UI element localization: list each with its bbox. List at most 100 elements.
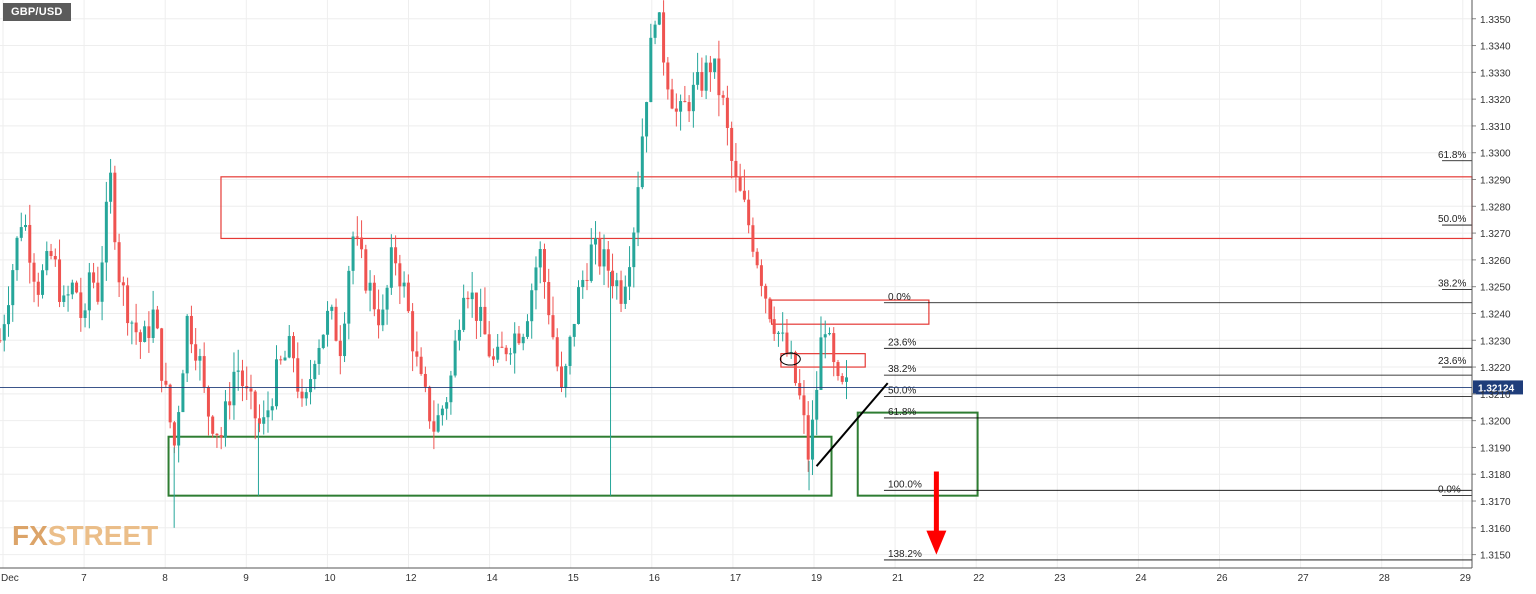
candle-body xyxy=(781,332,785,334)
fib-level-label: 61.8% xyxy=(888,407,916,418)
candle-body xyxy=(223,401,227,438)
fxstreet-logo: FXSTREET xyxy=(12,520,158,552)
candle-body xyxy=(326,310,330,335)
candle-body xyxy=(819,337,823,390)
fib-level-label: 138.2% xyxy=(888,549,922,560)
candle-body xyxy=(66,294,70,296)
candle-body xyxy=(406,282,410,312)
price-tick-label: 1.3210 xyxy=(1480,390,1511,401)
candle-body xyxy=(534,267,538,291)
candle-body xyxy=(645,102,649,137)
candle-body xyxy=(836,362,840,377)
candle-body xyxy=(551,315,555,338)
down-arrow-head xyxy=(926,530,947,555)
price-tick-label: 1.3200 xyxy=(1480,417,1511,428)
candle-body xyxy=(564,365,568,388)
candle-body xyxy=(704,62,708,91)
candle-body xyxy=(491,356,495,360)
candle-body xyxy=(100,262,104,302)
candle-body xyxy=(96,282,100,302)
candle-body xyxy=(389,247,393,288)
candle-body xyxy=(717,58,721,96)
candle-body xyxy=(683,101,687,103)
candle-body xyxy=(832,333,836,363)
candle-body xyxy=(810,419,814,460)
candle-body xyxy=(666,62,670,90)
candle-body xyxy=(500,346,504,348)
price-tick-label: 1.3310 xyxy=(1480,122,1511,133)
green-zone-box xyxy=(856,411,979,497)
price-tick-label: 1.3150 xyxy=(1480,551,1511,562)
grid-lines xyxy=(0,0,1472,568)
time-tick-label: 9 xyxy=(243,573,249,584)
candle-body xyxy=(653,24,657,38)
candle-body xyxy=(279,359,283,361)
candle-body xyxy=(219,435,223,438)
candle-body xyxy=(487,334,491,357)
price-tick-label: 1.3320 xyxy=(1480,95,1511,106)
time-tick-label: 17 xyxy=(730,573,742,584)
fibonacci-layer: 0.0% 23.6% 38.2% 50.0% 61.8% 100.0% 138.2% 61.8… xyxy=(883,150,1472,561)
candle-body xyxy=(215,433,219,436)
candle-body xyxy=(411,311,415,352)
candle-body xyxy=(394,247,398,264)
price-tick-label: 1.3240 xyxy=(1480,309,1511,320)
time-tick-label: 15 xyxy=(568,573,580,584)
candle-body xyxy=(343,323,347,357)
overlay-layer: 1.32124 xyxy=(0,352,1523,555)
candle-body xyxy=(7,305,11,325)
candle-body xyxy=(126,285,130,324)
candle-body xyxy=(15,237,19,271)
candle-body xyxy=(547,282,551,316)
candle-body xyxy=(262,417,266,424)
candle-body xyxy=(19,227,23,238)
candle-body xyxy=(611,270,615,287)
candle-body xyxy=(249,388,253,392)
candle-body xyxy=(87,272,91,311)
candle-body xyxy=(840,376,844,382)
candle-body xyxy=(802,395,806,416)
candle-body xyxy=(287,336,291,358)
time-tick-label: 23 xyxy=(1054,573,1066,584)
candle-body xyxy=(632,232,636,268)
candle-body xyxy=(266,410,270,418)
candle-body xyxy=(41,270,45,295)
candle-body xyxy=(696,72,700,85)
candle-body xyxy=(785,332,789,354)
candle-body xyxy=(623,286,627,304)
candle-body xyxy=(385,287,389,310)
candle-body xyxy=(28,224,32,263)
current-price-text: 1.32124 xyxy=(1478,383,1515,394)
candle-body xyxy=(360,237,364,250)
candle-body xyxy=(542,249,546,283)
candle-body xyxy=(572,323,576,337)
candle-body xyxy=(372,282,376,310)
candle-body xyxy=(240,370,244,387)
candle-body xyxy=(206,387,210,417)
time-tick-label: Dec xyxy=(1,573,19,584)
candle-body xyxy=(92,272,96,283)
candle-body xyxy=(615,280,619,287)
candle-body xyxy=(755,251,759,266)
candle-body xyxy=(32,262,36,282)
candle-body xyxy=(381,309,385,326)
candle-body xyxy=(194,344,198,361)
candle-body xyxy=(606,249,610,271)
fib-level-label: 50.0% xyxy=(1438,214,1466,225)
time-tick-label: 27 xyxy=(1298,573,1310,584)
candle-body xyxy=(321,334,325,348)
time-tick-label: 8 xyxy=(162,573,168,584)
logo-street: STREET xyxy=(47,520,159,551)
price-tick-label: 1.3160 xyxy=(1480,524,1511,535)
candle-body xyxy=(423,373,427,387)
candle-body xyxy=(257,418,261,424)
candle-body xyxy=(181,373,185,413)
price-tick-label: 1.3330 xyxy=(1480,68,1511,79)
fib-level-label: 23.6% xyxy=(1438,356,1466,367)
candle-body xyxy=(155,309,159,329)
candle-body xyxy=(415,351,419,357)
fib-level-label: 38.2% xyxy=(1438,278,1466,289)
candle-body xyxy=(513,333,517,354)
